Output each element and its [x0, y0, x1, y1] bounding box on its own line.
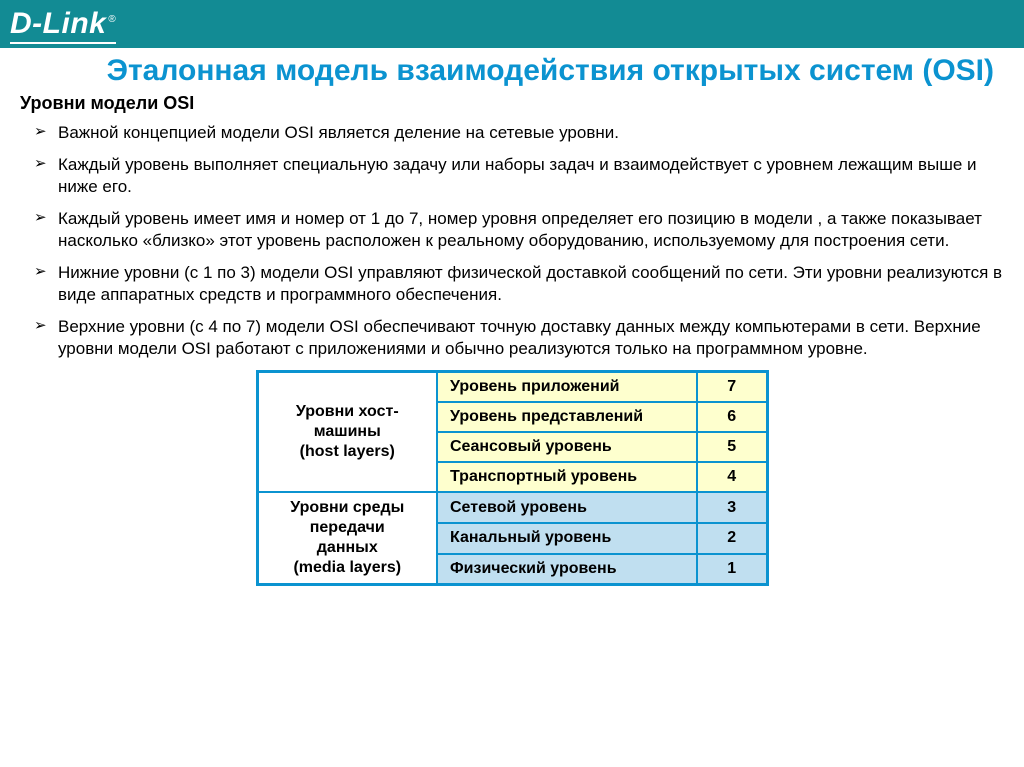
section-subtitle: Уровни модели OSI	[20, 93, 1004, 114]
table-row: Уровни среды передачи данных (media laye…	[257, 492, 767, 523]
table-row: Уровни хост- машины (host layers) Уровен…	[257, 372, 767, 403]
logo-registered: ®	[108, 14, 116, 25]
logo-text: D-Link	[10, 7, 106, 40]
layer-num: 6	[697, 402, 767, 432]
layer-num: 7	[697, 372, 767, 403]
layer-cell: Уровень приложений	[437, 372, 697, 403]
layer-num: 3	[697, 492, 767, 523]
layer-cell: Канальный уровень	[437, 523, 697, 554]
brand-logo: D-Link®	[10, 7, 116, 41]
list-item: Важной концепцией модели OSI является де…	[38, 122, 1004, 144]
layer-cell: Сетевой уровень	[437, 492, 697, 523]
osi-table: Уровни хост- машины (host layers) Уровен…	[256, 370, 769, 586]
content: Уровни модели OSI Важной концепцией моде…	[0, 89, 1024, 587]
layer-cell: Физический уровень	[437, 554, 697, 585]
layer-num: 2	[697, 523, 767, 554]
list-item: Каждый уровень выполняет специальную зад…	[38, 154, 1004, 198]
layer-num: 1	[697, 554, 767, 585]
logo-underline	[10, 42, 116, 44]
group-line: данных	[317, 539, 378, 556]
group-line: машины	[314, 423, 381, 440]
header-bar: D-Link®	[0, 0, 1024, 48]
group-media-layers: Уровни среды передачи данных (media laye…	[257, 492, 437, 585]
list-item: Каждый уровень имеет имя и номер от 1 до…	[38, 208, 1004, 252]
group-line: (host layers)	[300, 443, 395, 460]
group-line: передачи	[310, 519, 385, 536]
list-item: Верхние уровни (с 4 по 7) модели OSI обе…	[38, 316, 1004, 360]
osi-table-wrap: Уровни хост- машины (host layers) Уровен…	[20, 370, 1004, 586]
group-line: (media layers)	[293, 559, 401, 576]
page-title: Эталонная модель взаимодействия открытых…	[0, 48, 1024, 89]
layer-num: 5	[697, 432, 767, 462]
group-line: Уровни среды	[290, 499, 404, 516]
layer-num: 4	[697, 462, 767, 492]
layer-cell: Транспортный уровень	[437, 462, 697, 492]
layer-cell: Сеансовый уровень	[437, 432, 697, 462]
layer-cell: Уровень представлений	[437, 402, 697, 432]
list-item: Нижние уровни (с 1 по 3) модели OSI упра…	[38, 262, 1004, 306]
group-line: Уровни хост-	[296, 403, 399, 420]
bullet-list: Важной концепцией модели OSI является де…	[20, 122, 1004, 361]
group-host-layers: Уровни хост- машины (host layers)	[257, 372, 437, 493]
